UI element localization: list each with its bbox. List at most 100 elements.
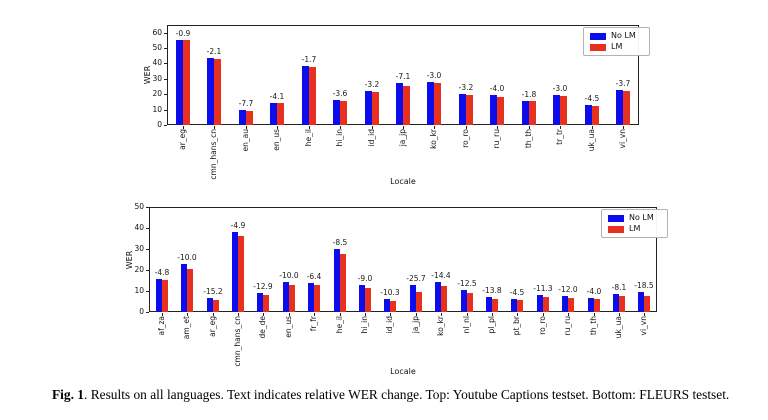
x-tick-mark (403, 126, 404, 129)
y-tick-mark (146, 207, 149, 208)
legend-row: No LM (608, 214, 660, 222)
y-tick-label: 20 (152, 89, 162, 98)
y-tick-mark (146, 270, 149, 271)
x-tick-label: tr_tr (555, 129, 564, 145)
x-tick-label: pt_br (512, 316, 521, 336)
x-tick-label: uk_ua (614, 316, 623, 339)
x-tick-mark (277, 126, 278, 129)
bar-lm-tr_tr (560, 95, 567, 125)
x-tick-mark (238, 313, 239, 316)
legend-swatch-no-lm (590, 32, 606, 40)
x-tick-mark (214, 126, 215, 129)
bar-lm-cmn_hans_cn (214, 59, 221, 125)
legend-row: LM (590, 43, 642, 51)
y-tick-mark (146, 228, 149, 229)
x-tick-label: af_za (157, 316, 166, 336)
y-tick-mark (164, 110, 167, 111)
bar-no-lm-vi_vn (616, 90, 623, 125)
bar-lm-vi_vn (623, 91, 630, 125)
y-tick-mark (164, 79, 167, 80)
x-tick-label: ko_kr (429, 129, 438, 149)
bar-lm-th_th (529, 101, 536, 125)
wer-change-annotation: -3.2 (364, 80, 380, 89)
bar-no-lm-th_th (522, 100, 529, 125)
bar-no-lm-hi_in (359, 285, 365, 312)
y-tick-mark (164, 125, 167, 126)
wer-change-annotation: -18.5 (634, 281, 654, 290)
y-tick-label: 10 (152, 105, 162, 114)
bar-no-lm-de_de (257, 293, 263, 312)
x-tick-mark (162, 313, 163, 316)
y-tick-mark (146, 291, 149, 292)
bar-no-lm-tr_tr (553, 94, 560, 125)
legend-label: LM (629, 224, 641, 233)
y-tick-label: 50 (134, 202, 144, 211)
y-tick-label: 0 (157, 120, 162, 129)
bar-lm-uk_ua (619, 295, 625, 312)
x-tick-mark (644, 313, 645, 316)
bar-lm-pt_br (517, 299, 523, 312)
figure-caption: Fig. 1. Results on all languages. Text i… (52, 387, 744, 403)
y-tick-label: 0 (139, 307, 144, 316)
x-tick-mark (390, 313, 391, 316)
bar-no-lm-ro_ro (459, 93, 466, 125)
x-tick-label: ar_eg (208, 316, 217, 337)
bar-no-lm-fr_fr (308, 282, 314, 312)
wer-change-annotation: -4.1 (269, 92, 285, 101)
x-tick-mark (340, 126, 341, 129)
bar-lm-vi_vn (644, 295, 650, 312)
bar-no-lm-pt_br (511, 299, 517, 312)
bar-no-lm-cmn_hans_cn (232, 232, 238, 312)
bar-lm-en_us (289, 285, 295, 312)
bar-no-lm-ru_ru (490, 95, 497, 125)
figure-caption-text: . Results on all languages. Text indicat… (84, 387, 730, 402)
y-tick-label: 40 (134, 223, 144, 232)
bar-no-lm-id_id (365, 90, 372, 125)
x-tick-label: fr_fr (309, 316, 318, 332)
x-tick-mark (497, 126, 498, 129)
bar-no-lm-ar_eg (207, 298, 213, 312)
wer-change-annotation: -10.0 (279, 271, 299, 280)
legend-swatch-lm (590, 43, 606, 51)
wer-change-annotation: -8.1 (611, 283, 627, 292)
bar-no-lm-nl_nl (461, 289, 467, 312)
x-tick-mark (340, 313, 341, 316)
legend-swatch-lm (608, 225, 624, 233)
x-tick-label: id_id (367, 129, 376, 147)
bar-lm-ja_jp (403, 85, 410, 125)
x-tick-mark (183, 126, 184, 129)
bar-lm-he_il (309, 66, 316, 125)
wer-change-annotation: -2.1 (206, 47, 222, 56)
legend-label: LM (611, 42, 623, 51)
wer-change-annotation: -12.5 (457, 279, 477, 288)
x-tick-mark (466, 126, 467, 129)
y-axis-label: WER (125, 250, 134, 269)
x-tick-label: id_id (385, 316, 394, 334)
wer-change-annotation: -4.8 (154, 268, 170, 277)
bar-lm-ja_jp (416, 292, 422, 312)
y-tick-mark (164, 94, 167, 95)
bar-lm-hi_in (365, 287, 371, 312)
wer-change-annotation: -6.4 (306, 272, 322, 281)
wer-change-annotation: -1.7 (301, 55, 317, 64)
y-tick-mark (164, 63, 167, 64)
x-tick-mark (289, 313, 290, 316)
wer-change-annotation: -14.4 (431, 271, 451, 280)
x-tick-mark (592, 126, 593, 129)
bar-lm-ko_kr (434, 83, 441, 125)
bar-no-lm-ja_jp (396, 82, 403, 125)
legend-row: LM (608, 225, 660, 233)
bar-lm-id_id (390, 300, 396, 312)
bar-lm-ru_ru (568, 298, 574, 312)
bar-lm-pl_pl (492, 299, 498, 312)
x-tick-label: hi_in (335, 129, 344, 147)
x-tick-mark (568, 313, 569, 316)
bar-no-lm-af_za (156, 278, 162, 312)
x-tick-label: vi_vn (618, 129, 627, 149)
wer-change-annotation: -8.5 (332, 238, 348, 247)
y-tick-label: 30 (134, 244, 144, 253)
x-tick-label: ar_eg (178, 129, 187, 150)
bar-no-lm-ko_kr (427, 81, 434, 125)
x-tick-label: hi_in (360, 316, 369, 334)
bar-lm-de_de (263, 295, 269, 312)
